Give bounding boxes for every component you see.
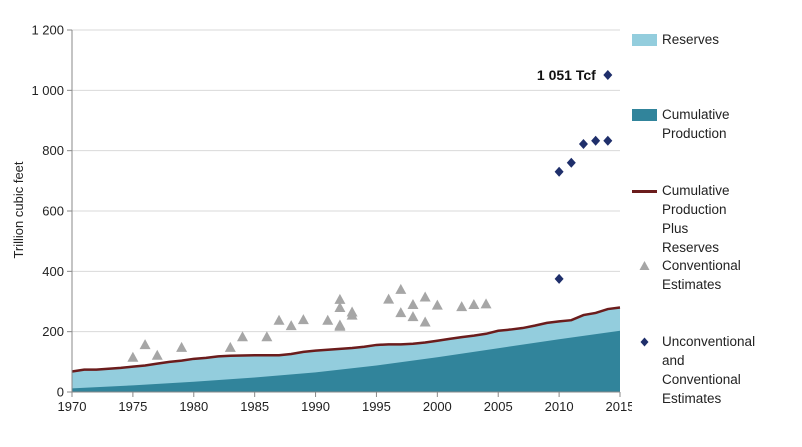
legend-label-line: Estimates [662,391,722,406]
conventional-estimate-marker [322,314,334,325]
conventional-estimate-marker [407,311,419,322]
y-tick-label: 1 200 [31,23,64,38]
legend-diamond-icon [640,337,649,347]
conventional-estimate-marker [151,349,163,360]
conventional-estimate-marker [224,341,236,352]
unconventional-estimate-marker [554,166,564,177]
x-tick-label: 1995 [362,399,391,414]
unconventional-estimate-marker [578,139,588,150]
conventional-estimate-marker [334,302,346,313]
x-tick-label: 2005 [484,399,513,414]
y-tick-label: 0 [57,385,64,400]
conventional-estimate-marker [395,283,407,294]
legend-swatch-total [632,190,657,193]
conventional-estimate-marker [334,293,346,304]
conventional-estimate-marker [273,314,285,325]
conventional-estimate-marker [176,341,188,352]
legend: Reserves Cumulative Production Cumulativ… [632,0,802,447]
y-tick-label: 1 000 [31,83,64,98]
conventional-estimate-marker [236,331,248,342]
x-tick-label: 2015 [606,399,632,414]
x-tick-label: 2000 [423,399,452,414]
conventional-estimate-marker [431,299,443,310]
conventional-estimate-marker [297,314,309,325]
legend-label-line: Estimates [662,277,722,292]
legend-label-line: Cumulative [662,107,730,122]
conventional-estimate-marker [346,309,358,320]
legend-label-reserves: Reserves [662,32,720,47]
y-tick-label: 400 [42,264,64,279]
x-tick-label: 1980 [179,399,208,414]
y-tick-label: 200 [42,324,64,339]
legend-label-line: Reserves [662,240,720,255]
unconventional-estimate-marker [603,135,613,146]
legend-swatch-cumulative-production [632,109,657,121]
conventional-estimate-marker [334,320,346,331]
unconventional-estimate-marker [591,135,601,146]
cumulative-production-area [72,330,620,392]
y-tick-label: 800 [42,143,64,158]
x-tick-label: 1985 [240,399,269,414]
peak-annotation: 1 051 Tcf [537,67,596,83]
legend-label-line: Production [662,126,727,141]
legend-label-line: Conventional [662,372,741,387]
x-tick-label: 1970 [58,399,87,414]
legend-triangle-icon [639,261,650,270]
unconventional-estimate-marker [566,157,576,168]
conventional-estimate-marker [480,298,492,309]
conventional-estimate-marker [285,320,297,331]
conventional-estimate-marker [456,301,468,312]
conventional-estimate-marker [383,293,395,304]
legend-swatch-reserves [632,34,657,46]
legend-label-line: Production Plus [662,202,727,236]
cumulative-production-plus-reserves-line [71,306,621,373]
gas-resource-chart: 0 200 400 600 800 1 000 1 200 1970 1975 1980 1985 1… [11,23,632,415]
axes: 0 200 400 600 800 1 000 1 200 1970 1975 1980 1985 1… [31,23,632,415]
conventional-estimate-marker [261,331,273,342]
legend-label-line: Conventional [662,258,741,273]
conventional-estimate-marker [419,316,431,327]
conventional-estimate-marker [139,339,151,350]
y-tick-label: 600 [42,204,64,219]
conventional-estimate-marker [395,307,407,318]
estimate-markers [127,69,613,362]
x-tick-label: 1975 [118,399,147,414]
x-tick-label: 2010 [545,399,574,414]
conventional-estimate-marker [419,291,431,302]
legend-label-line: Cumulative [662,183,730,198]
conventional-estimate-marker [127,351,139,362]
unconventional-estimate-marker [554,273,564,284]
y-axis-label: Trillion cubic feet [11,161,26,258]
x-tick-label: 1990 [301,399,330,414]
unconventional-estimate-marker [603,69,613,80]
conventional-estimate-marker [468,299,480,310]
conventional-estimate-marker [407,299,419,310]
legend-label-line: Unconventional and [662,334,756,368]
